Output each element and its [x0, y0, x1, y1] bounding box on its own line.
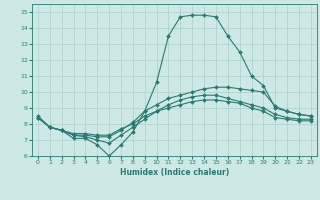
X-axis label: Humidex (Indice chaleur): Humidex (Indice chaleur) — [120, 168, 229, 177]
